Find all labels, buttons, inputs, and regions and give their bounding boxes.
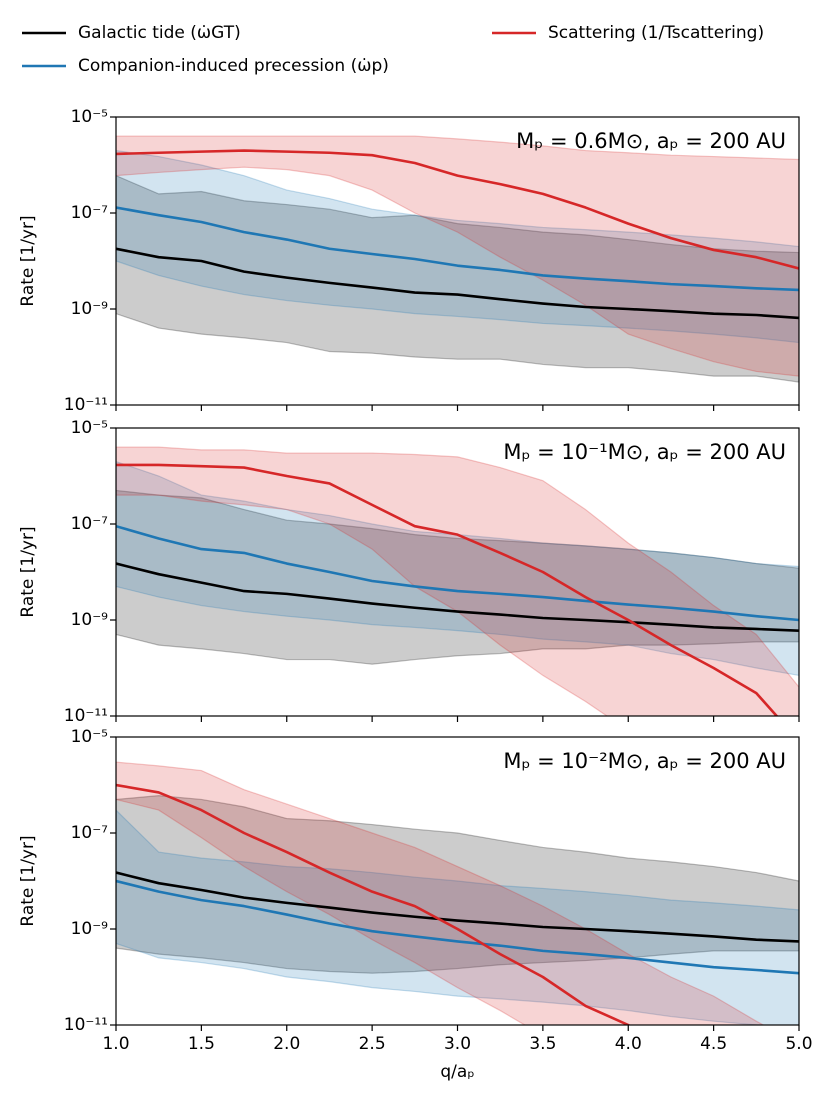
y-tick-label: 10⁻¹¹ (64, 706, 108, 726)
x-tick-label: 1.5 (188, 1034, 215, 1054)
plot-area (116, 761, 799, 1025)
legend: Galactic tide (ω̇GT) Companion-induced pr… (22, 23, 764, 76)
y-axis-label: Rate [1/yr] (18, 835, 38, 926)
legend-label: Scattering (1/Tscattering) (548, 23, 764, 43)
y-tick-label: 10⁻⁷ (71, 823, 109, 843)
series-line (116, 562, 799, 632)
y-tick-label: 10⁻⁹ (71, 919, 109, 939)
series-line (116, 206, 799, 292)
chart-title: Mₚ = 10⁻²M⊙, aₚ = 200 AU (503, 749, 786, 773)
legend-label: Companion-induced precession (ω̇p) (78, 56, 389, 76)
y-tick-label: 10⁻⁹ (71, 610, 109, 630)
x-tick-label: 2.0 (273, 1034, 300, 1054)
plot-area (116, 135, 799, 383)
band (116, 135, 799, 377)
series-line (116, 879, 799, 975)
band (116, 809, 799, 1025)
series-line (116, 524, 799, 622)
chart-title: Mₚ = 10⁻¹M⊙, aₚ = 200 AU (503, 440, 786, 464)
series-line (116, 247, 799, 320)
plot-area (116, 446, 799, 716)
series-line (116, 783, 631, 1025)
y-axis-label: Rate [1/yr] (18, 526, 38, 617)
y-tick-label: 10⁻⁷ (71, 203, 109, 223)
y-tick-label: 10⁻¹¹ (64, 395, 108, 415)
legend-label: Galactic tide (ω̇GT) (78, 23, 241, 43)
x-tick-label: 3.0 (444, 1034, 471, 1054)
y-tick-label: 10⁻⁷ (71, 514, 109, 534)
x-tick-label: 3.5 (529, 1034, 556, 1054)
x-tick-label: 2.5 (359, 1034, 386, 1054)
x-axis-label: q/aₚ (440, 1062, 474, 1082)
y-tick-label: 10⁻⁹ (71, 299, 109, 319)
band (116, 149, 799, 344)
chart-title: Mₚ = 0.6M⊙, aₚ = 200 AU (516, 129, 786, 153)
x-tick-label: 4.5 (700, 1034, 727, 1054)
y-tick-label: 10⁻⁵ (71, 727, 108, 747)
x-tick-label: 4.0 (615, 1034, 642, 1054)
series-line (116, 871, 799, 943)
band (116, 795, 799, 974)
y-tick-label: 10⁻¹¹ (64, 1015, 108, 1035)
y-axis-label: Rate [1/yr] (18, 215, 38, 306)
series-line (116, 463, 779, 716)
x-tick-label: 5.0 (785, 1034, 812, 1054)
series-line (116, 149, 799, 270)
band (116, 446, 799, 716)
band (116, 174, 799, 383)
y-tick-label: 10⁻⁵ (71, 107, 108, 127)
x-tick-label: 1.0 (102, 1034, 129, 1054)
y-tick-label: 10⁻⁵ (71, 418, 108, 438)
